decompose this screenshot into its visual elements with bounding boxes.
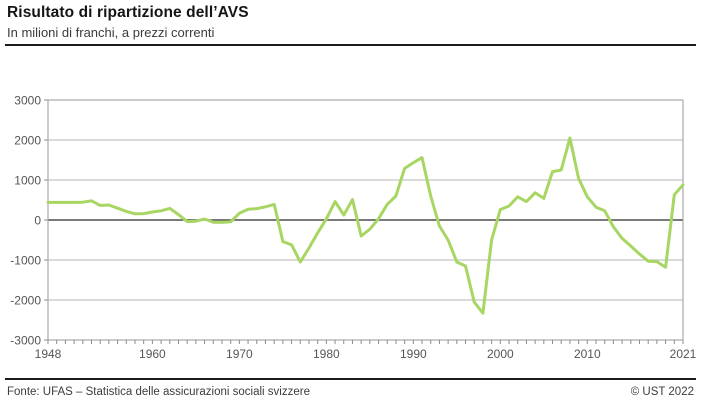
- bottom-rule: [5, 378, 696, 380]
- y-axis-label: 3000: [14, 94, 41, 108]
- y-axis-label: -3000: [10, 334, 41, 348]
- page-subtitle: In milioni di franchi, a prezzi correnti: [7, 25, 215, 40]
- y-axis-label: 0: [34, 214, 41, 228]
- top-rule: [5, 44, 696, 46]
- x-axis-label: 2010: [574, 347, 601, 361]
- data-line-risultato: [46, 136, 685, 315]
- y-axis-label: -1000: [10, 254, 41, 268]
- x-axis-label: 1948: [35, 347, 62, 361]
- plot-frame: [47, 99, 684, 341]
- footer-copyright: © UST 2022: [630, 386, 694, 398]
- x-axis-label: 1980: [313, 347, 340, 361]
- x-axis-label: 1990: [400, 347, 427, 361]
- page-title: Risultato di ripartizione dell’AVS: [7, 4, 249, 21]
- y-axis-label: 1000: [14, 174, 41, 188]
- x-axis-label: 2021: [670, 347, 697, 361]
- x-axis-label: 1970: [226, 347, 253, 361]
- x-axis-label: 2000: [487, 347, 514, 361]
- y-axis-label: -2000: [10, 294, 41, 308]
- footer-source: Fonte: UFAS – Statistica delle assicuraz…: [7, 386, 310, 398]
- x-axis-label: 1960: [139, 347, 166, 361]
- y-axis-label: 2000: [14, 134, 41, 148]
